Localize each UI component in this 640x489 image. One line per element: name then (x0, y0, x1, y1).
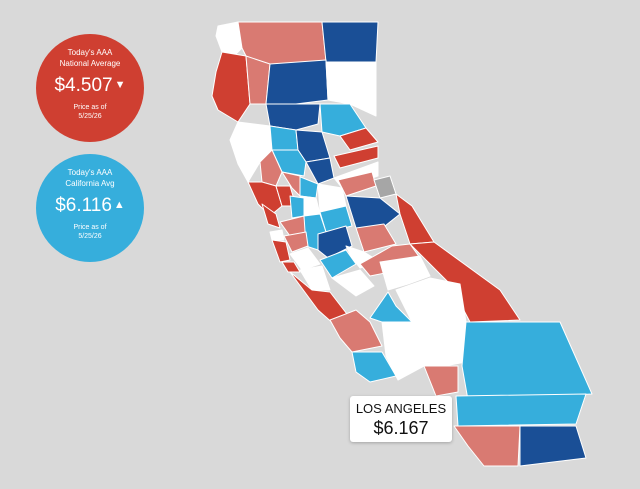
county-sierra[interactable] (339, 127, 379, 151)
county-san-benito[interactable] (299, 265, 331, 291)
county-lassen[interactable] (325, 61, 377, 117)
county-riverside[interactable] (455, 393, 587, 427)
county-shasta[interactable] (265, 59, 329, 105)
county-santa-barbara[interactable] (351, 351, 397, 383)
county-mariposa[interactable] (355, 223, 397, 253)
county-mono[interactable] (395, 193, 435, 245)
county-ventura[interactable] (381, 321, 425, 381)
county-alameda[interactable] (283, 231, 309, 253)
county-tehama[interactable] (265, 103, 321, 131)
county-santa-clara[interactable] (289, 247, 321, 271)
national-price-value: $4.507 (54, 75, 113, 96)
state-label-line2: California Avg (65, 179, 115, 188)
county-kern[interactable] (369, 291, 413, 323)
county-san-diego[interactable] (453, 425, 521, 467)
county-merced[interactable] (319, 249, 357, 279)
national-label-line2: National Average (59, 59, 121, 68)
tooltip-county-name: LOS ANGELES (355, 401, 447, 416)
state-label-line1: Today's AAA (67, 168, 113, 177)
down-arrow-icon: ▼ (114, 79, 126, 91)
national-asof-date: 5/25/26 (78, 113, 102, 120)
state-asof-label: Price as of (73, 224, 107, 231)
county-tooltip: LOS ANGELES $6.167 (350, 396, 452, 442)
county-alpine[interactable] (373, 175, 397, 199)
california-average-badge: Today's AAA California Avg $6.116 ▲ Price… (36, 154, 144, 262)
county-humboldt[interactable] (211, 51, 251, 123)
county-tuolumne[interactable] (345, 195, 401, 231)
county-modoc[interactable] (321, 21, 379, 63)
state-price: $6.116 ▲ (36, 194, 144, 217)
county-los-angeles[interactable] (419, 321, 467, 367)
tooltip-county-price: $6.167 (373, 418, 429, 438)
county-nevada[interactable] (333, 145, 379, 169)
national-price: $4.507 ▼ (36, 74, 144, 97)
county-lake[interactable] (259, 149, 283, 187)
county-san-bernardino[interactable] (461, 321, 593, 401)
state-price-value: $6.116 (55, 195, 112, 216)
county-del-norte[interactable] (215, 21, 243, 59)
county-tulare[interactable] (379, 255, 431, 291)
county-san-luis-obispo[interactable] (329, 309, 383, 353)
county-yuba[interactable] (305, 157, 335, 185)
county-imperial[interactable] (519, 425, 587, 467)
county-orange[interactable] (423, 365, 459, 397)
national-label-line1: Today's AAA (67, 48, 113, 57)
county-san-francisco[interactable] (269, 229, 285, 241)
county-kings[interactable] (331, 269, 375, 297)
county-marin[interactable] (261, 203, 281, 229)
county-santa-cruz[interactable] (281, 261, 301, 273)
county-solano[interactable] (289, 195, 305, 219)
county-kern-east[interactable] (395, 277, 467, 323)
county-glenn[interactable] (269, 125, 299, 151)
county-san-mateo[interactable] (271, 239, 291, 263)
state-asof-date: 5/25/26 (78, 233, 102, 240)
national-average-badge: Today's AAA National Average $4.507 ▼ Pri… (36, 34, 144, 142)
up-arrow-icon: ▲ (113, 199, 125, 211)
national-asof-label: Price as of (73, 104, 107, 111)
